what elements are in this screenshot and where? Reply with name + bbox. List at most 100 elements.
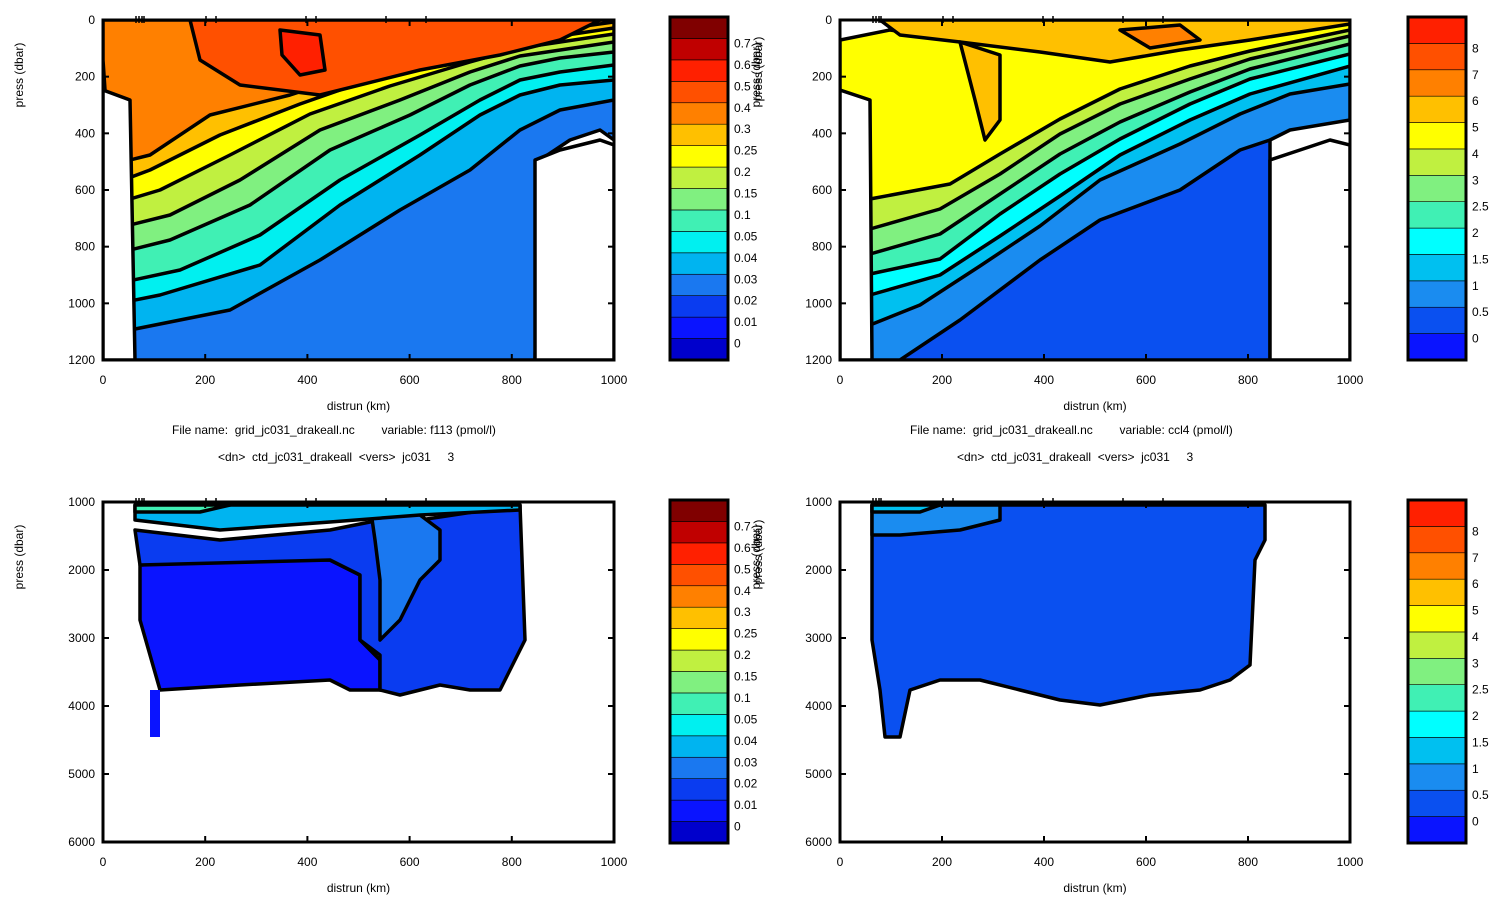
colorbar-label-ccl4-deep-6: 3: [1472, 656, 1479, 670]
colorbar-swatch-f113-deep-10: [669, 606, 729, 629]
colorbar-swatch-ccl4-deep-2: [1407, 763, 1467, 791]
x-tick-label-f113-deep-4: 800: [502, 855, 522, 869]
colorbar-swatch-f113-upper-0: [669, 338, 729, 361]
colorbar-swatch-ccl4-upper-9: [1407, 95, 1467, 123]
y-tick-label-ccl4-deep-5: 6000: [805, 835, 832, 849]
colorbar-label-ccl4-deep-2: 1: [1472, 762, 1479, 776]
colorbar-swatch-f113-deep-2: [669, 778, 729, 801]
y-tick-label-ccl4-deep-2: 3000: [805, 631, 832, 645]
y-tick-label-ccl4-upper-3: 600: [812, 183, 832, 197]
colorbar-label-ccl4-upper-10: 7: [1472, 68, 1479, 82]
colorbar-swatch-f113-deep-8: [669, 649, 729, 672]
y-tick-label-ccl4-upper-1: 200: [812, 70, 832, 84]
colorbar-swatch-f113-upper-14: [669, 38, 729, 61]
band-ccl4-010: [958, 40, 1002, 142]
panel-ccl4-upper: [838, 18, 1352, 362]
x-tick-label-f113-upper-3: 600: [400, 373, 420, 387]
colorbar-label-ccl4-deep-7: 4: [1472, 630, 1479, 644]
colorbar-label-f113-upper-10: 0.3: [734, 122, 751, 136]
colorbar-label-f113-deep-12: 0.5: [734, 562, 751, 576]
colorbar-swatch-ccl4-deep-7: [1407, 631, 1467, 659]
colorbar-swatch-f113-deep-15: [669, 499, 729, 522]
colorbar-swatch-f113-deep-13: [669, 542, 729, 565]
colorbar-label-f113-deep-6: 0.1: [734, 691, 751, 705]
y-tick-label-f113-deep-1: 2000: [68, 563, 95, 577]
band-ccl4-009: [878, 20, 1350, 64]
colorbar-label-f113-upper-6: 0.1: [734, 208, 751, 222]
contour-field-f113-upper: [103, 20, 614, 360]
colorbar-label-f113-upper-5: 0.05: [734, 229, 758, 243]
colorbar-label-ccl4-upper-8: 5: [1472, 121, 1479, 135]
colorbar-label-f113-deep-3: 0.03: [734, 755, 758, 769]
colorbar-swatch-f113-deep-7: [669, 671, 729, 694]
colorbar-label-ccl4-deep-1: 0.5: [1472, 788, 1489, 802]
x-tick-label-ccl4-deep-3: 600: [1136, 855, 1156, 869]
mask-f113-upper-ridge: [533, 138, 614, 360]
colorbar-swatch-ccl4-upper-10: [1407, 69, 1467, 97]
y-axis-label-ccl4-deep: press (dbar): [749, 525, 763, 590]
colorbar-swatch-f113-deep-14: [669, 521, 729, 544]
axes-layer: 0 200 400 600 800 1000020040060080010001200di…: [12, 13, 1489, 895]
x-tick-label-f113-deep-3: 600: [400, 855, 420, 869]
y-tick-label-f113-deep-4: 5000: [68, 767, 95, 781]
colorbar-swatch-f113-upper-3: [669, 273, 729, 296]
colorbar-label-ccl4-upper-3: 1.5: [1472, 252, 1489, 266]
x-tick-label-f113-deep-0: 0: [100, 855, 107, 869]
colorbar-swatch-f113-deep-3: [669, 756, 729, 779]
colorbar-label-f113-deep-13: 0.6: [734, 541, 751, 555]
y-tick-label-ccl4-upper-6: 1200: [805, 353, 832, 367]
colorbar-label-ccl4-deep-3: 1.5: [1472, 735, 1489, 749]
colorbar-swatch-ccl4-deep-6: [1407, 658, 1467, 685]
y-axis-label-f113-upper: press (dbar): [12, 43, 26, 108]
colorbar-label-ccl4-upper-9: 6: [1472, 94, 1479, 108]
x-axis-label-ccl4-deep: distrun (km): [1063, 881, 1126, 895]
y-tick-label-ccl4-deep-4: 5000: [805, 767, 832, 781]
y-tick-label-ccl4-deep-0: 1000: [805, 495, 832, 509]
colorbar-frame-ccl4-upper: [1406, 15, 1468, 362]
x-tick-label-f113-upper-1: 200: [195, 373, 215, 387]
colorbar-swatch-f113-deep-12: [669, 564, 729, 587]
colorbar-swatch-ccl4-deep-11: [1407, 526, 1467, 554]
y-tick-label-f113-upper-6: 1200: [68, 353, 95, 367]
x-axis-label-f113-deep: distrun (km): [327, 881, 390, 895]
y-tick-label-ccl4-deep-1: 2000: [805, 563, 832, 577]
colorbar-swatch-ccl4-deep-8: [1407, 605, 1467, 633]
x-axis-label-ccl4-upper: distrun (km): [1063, 399, 1126, 413]
x-tick-label-f113-deep-5: 1000: [601, 855, 628, 869]
x-tick-label-ccl4-deep-5: 1000: [1337, 855, 1364, 869]
colorbar-swatch-ccl4-deep-10: [1407, 552, 1467, 580]
colorbar-frame-f113-upper: [668, 15, 730, 362]
x-tick-label-ccl4-upper-0: 0: [837, 373, 844, 387]
colorbar-label-ccl4-deep-8: 5: [1472, 604, 1479, 618]
band-f113-deep-004: [133, 503, 522, 532]
plot-frame-f113-deep: [101, 500, 616, 844]
colorbar-label-f113-upper-2: 0.02: [734, 294, 758, 308]
band-ccl4-011: [1118, 23, 1202, 50]
colorbar-swatch-ccl4-upper-6: [1407, 175, 1467, 202]
caption-file-ccl4: File name: grid_jc031_drakeall.nc variab…: [910, 423, 1233, 437]
colorbar-swatch-f113-upper-5: [669, 231, 729, 254]
y-tick-label-ccl4-upper-0: 0: [825, 13, 832, 27]
y-tick-label-f113-upper-1: 200: [75, 70, 95, 84]
x-tick-label-ccl4-upper-3: 600: [1136, 373, 1156, 387]
colorbar-swatch-f113-deep-9: [669, 628, 729, 651]
colorbar-swatch-f113-upper-12: [669, 81, 729, 104]
x-tick-label-ccl4-deep-1: 200: [932, 855, 952, 869]
colorbar-frame-ccl4-deep: [1406, 498, 1468, 845]
plot-frame-ccl4-deep: [838, 500, 1352, 844]
caption-version-ccl4: <dn> ctd_jc031_drakeall <vers> jc031 3: [957, 450, 1194, 464]
colorbar-label-f113-deep-1: 0.01: [734, 798, 758, 812]
colorbar-swatch-ccl4-upper-4: [1407, 227, 1467, 255]
panel-f113-upper: [101, 18, 616, 362]
colorbar-swatch-ccl4-deep-4: [1407, 710, 1467, 738]
colorbar-label-f113-upper-7: 0.15: [734, 187, 758, 201]
y-tick-label-ccl4-upper-4: 800: [812, 240, 832, 254]
colorbar-label-f113-upper-8: 0.2: [734, 165, 751, 179]
colorbar-label-ccl4-upper-7: 4: [1472, 147, 1479, 161]
colorbar-label-ccl4-deep-5: 2.5: [1472, 683, 1489, 697]
colorbar-label-f113-deep-2: 0.02: [734, 777, 758, 791]
colorbar-swatch-ccl4-upper-3: [1407, 254, 1467, 282]
colorbar-swatch-ccl4-upper-2: [1407, 280, 1467, 308]
x-tick-label-ccl4-deep-4: 800: [1238, 855, 1258, 869]
colorbar-label-ccl4-upper-6: 3: [1472, 173, 1479, 187]
